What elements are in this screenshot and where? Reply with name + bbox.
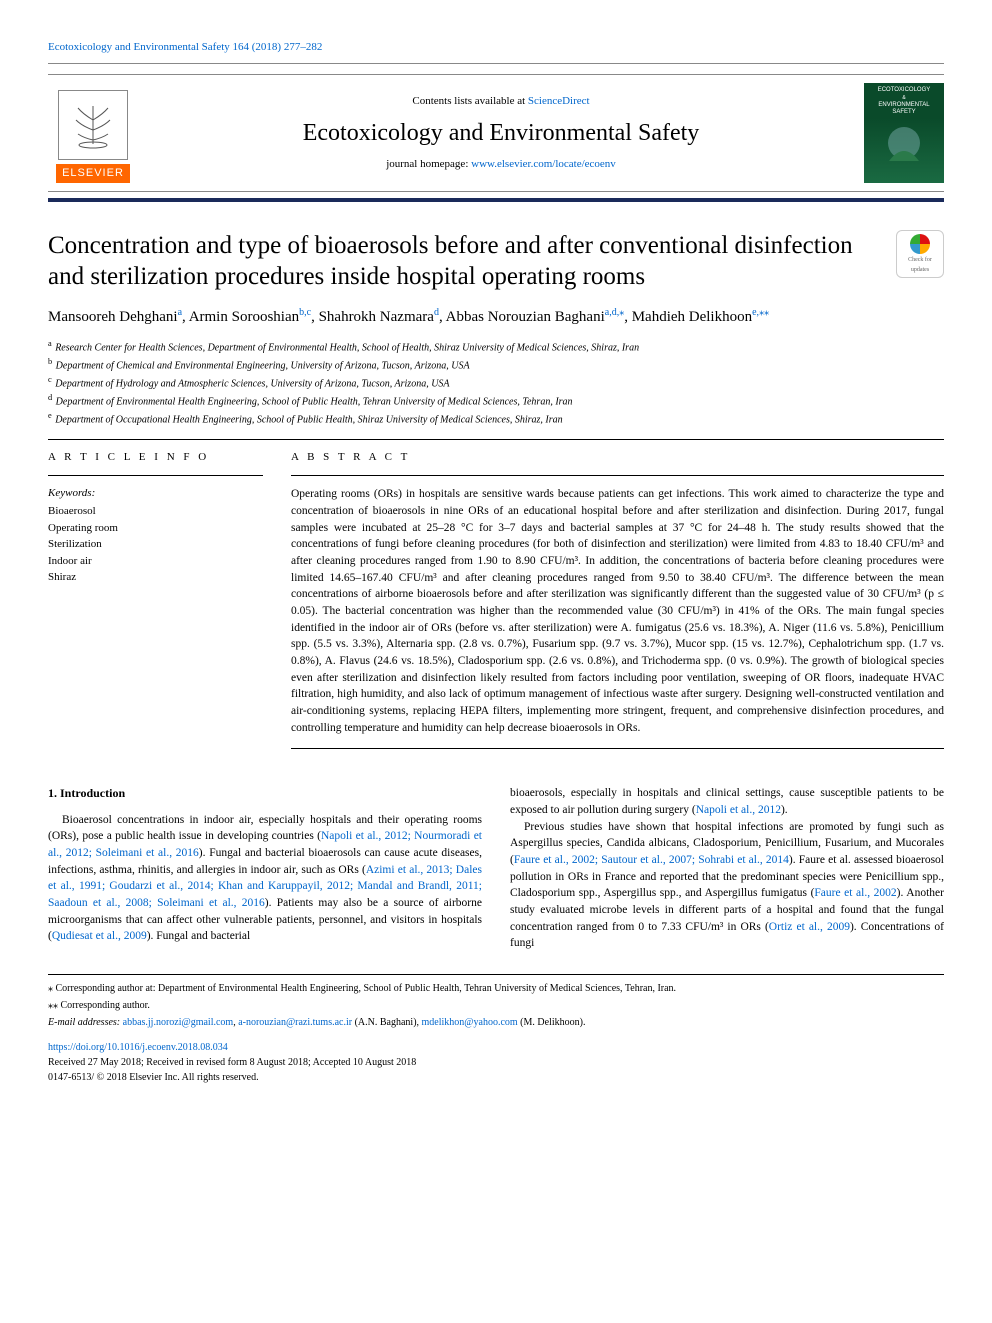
elsevier-wordmark: ELSEVIER (56, 164, 130, 183)
abstract-head: A B S T R A C T (291, 450, 944, 465)
email-label: E-mail addresses: (48, 1017, 123, 1028)
journal-name: Ecotoxicology and Environmental Safety (148, 117, 854, 149)
cite-link[interactable]: Faure et al., 2002; Sautour et al., 2007… (514, 854, 789, 866)
email-aff: (M. Delikhoon). (518, 1017, 586, 1028)
abstract-text: Operating rooms (ORs) in hospitals are s… (291, 486, 944, 736)
cite-link[interactable]: Napoli et al., 2012 (696, 804, 781, 816)
cite-link[interactable]: Ortiz et al., 2009 (769, 921, 850, 933)
received-dates: Received 27 May 2018; Received in revise… (48, 1057, 416, 1068)
crossmark-line1: Check for (908, 256, 932, 264)
body-right-column: bioaerosols, especially in hospitals and… (510, 785, 944, 952)
issn-copyright: 0147-6513/ © 2018 Elsevier Inc. All righ… (48, 1072, 259, 1083)
paper-title: Concentration and type of bioaerosols be… (48, 230, 880, 293)
abstract-column: A B S T R A C T Operating rooms (ORs) in… (291, 450, 944, 759)
intro-text-4: ). Fungal and bacterial (147, 930, 250, 942)
footnote-emails: E-mail addresses: abbas.jj.norozi@gmail.… (48, 1015, 944, 1030)
affiliations-block: a Research Center for Health Sciences, D… (48, 338, 944, 427)
authors-list: Mansooreh Dehghania, Armin Sorooshianb,c… (48, 306, 944, 328)
intro-para-right-1: bioaerosols, especially in hospitals and… (510, 785, 944, 818)
journal-homepage-link[interactable]: www.elsevier.com/locate/ecoenv (471, 158, 616, 170)
article-info-head: A R T I C L E I N F O (48, 450, 263, 465)
crossmark-line2: updates (911, 266, 929, 274)
footnote-2: ⁎⁎ Corresponding author. (48, 998, 944, 1013)
footnote-1: ⁎ Corresponding author at: Department of… (48, 981, 944, 996)
cite-link[interactable]: Qudiesat et al., 2009 (52, 930, 147, 942)
keywords-label: Keywords: (48, 486, 263, 501)
contents-prefix: Contents lists available at (412, 95, 527, 107)
cover-title-bot: ENVIRONMENTAL SAFETY (868, 102, 940, 115)
footnotes-block: ⁎ Corresponding author at: Department of… (48, 974, 944, 1030)
keywords-list: BioaerosolOperating roomSterilizationInd… (48, 503, 263, 586)
crossmark-badge[interactable]: Check for updates (896, 230, 944, 278)
homepage-line: journal homepage: www.elsevier.com/locat… (148, 157, 854, 172)
sciencedirect-link[interactable]: ScienceDirect (528, 95, 590, 107)
crossmark-icon (910, 234, 930, 254)
intro-para-right-2: Previous studies have shown that hospita… (510, 819, 944, 952)
email-aff: (A.N. Baghani), (352, 1017, 421, 1028)
citation-link[interactable]: Ecotoxicology and Environmental Safety 1… (48, 40, 944, 55)
homepage-prefix: journal homepage: (386, 158, 471, 170)
email-link[interactable]: a-norouzian@razi.tums.ac.ir (238, 1017, 352, 1028)
article-info-column: A R T I C L E I N F O Keywords: Bioaeros… (48, 450, 263, 759)
email-link[interactable]: mdelikhon@yahoo.com (422, 1017, 518, 1028)
email-link[interactable]: abbas.jj.norozi@gmail.com (123, 1017, 234, 1028)
cover-title-top: ECOTOXICOLOGY (868, 87, 940, 94)
elsevier-logo: ELSEVIER (48, 83, 138, 183)
publication-info: https://doi.org/10.1016/j.ecoenv.2018.08… (48, 1040, 944, 1085)
cover-amp: & (868, 95, 940, 102)
intro-text-r1b: ). (781, 804, 788, 816)
journal-meta-center: Contents lists available at ScienceDirec… (148, 83, 854, 183)
cite-link[interactable]: Faure et al., 2002 (814, 887, 896, 899)
section-1-heading: 1. Introduction (48, 785, 482, 801)
elsevier-tree-icon (58, 90, 128, 160)
journal-cover-thumb: ECOTOXICOLOGY & ENVIRONMENTAL SAFETY (864, 83, 944, 183)
journal-meta-band: ELSEVIER Contents lists available at Sci… (48, 74, 944, 192)
body-left-column: 1. Introduction Bioaerosol concentration… (48, 785, 482, 952)
intro-para-left: Bioaerosol concentrations in indoor air,… (48, 812, 482, 945)
doi-link[interactable]: https://doi.org/10.1016/j.ecoenv.2018.08… (48, 1042, 228, 1053)
thick-rule (48, 198, 944, 202)
contents-line: Contents lists available at ScienceDirec… (148, 94, 854, 109)
